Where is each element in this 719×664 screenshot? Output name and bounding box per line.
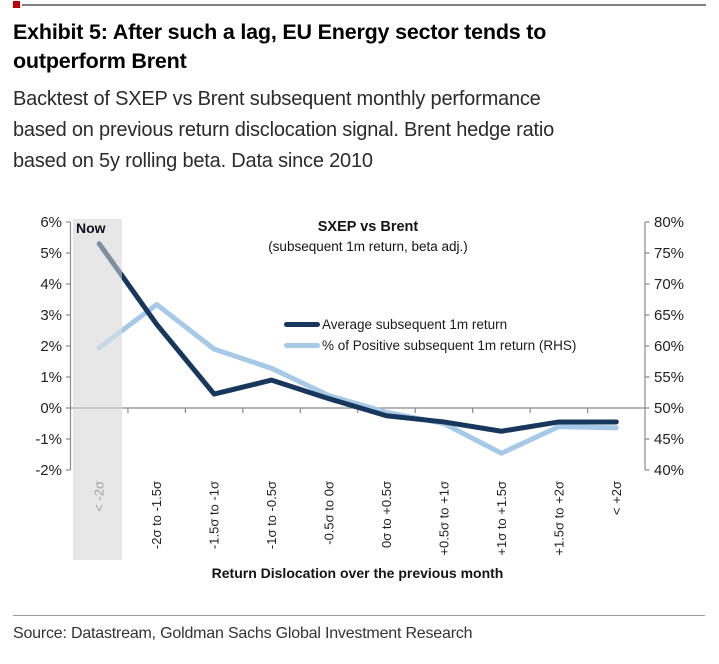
exhibit-subtitle-line2: based on previous return disclocation si…: [13, 119, 555, 141]
svg-text:50%: 50%: [654, 400, 684, 417]
exhibit-subtitle-line3: based on 5y rolling beta. Data since 201…: [13, 150, 373, 172]
svg-text:+0.5σ to +1σ: +0.5σ to +1σ: [436, 481, 451, 556]
svg-text:< -2σ: < -2σ: [92, 481, 107, 512]
svg-text:0%: 0%: [40, 400, 62, 417]
svg-text:-1σ to -0.5σ: -1σ to -0.5σ: [264, 481, 279, 549]
exhibit-title-line1: Exhibit 5: After such a lag, EU Energy s…: [13, 20, 547, 44]
chart-subtitle: (subsequent 1m return, beta adj.): [268, 239, 468, 254]
chart-legend: Average subsequent 1m return % of Positi…: [284, 314, 576, 356]
svg-text:75%: 75%: [654, 245, 684, 262]
svg-text:-2%: -2%: [35, 462, 62, 479]
svg-text:3%: 3%: [40, 307, 62, 324]
svg-text:60%: 60%: [654, 338, 684, 355]
legend-label-average-return: Average subsequent 1m return: [322, 317, 508, 332]
svg-text:0σ to +0.5σ: 0σ to +0.5σ: [379, 481, 394, 548]
svg-text:1%: 1%: [40, 369, 62, 386]
svg-text:40%: 40%: [654, 462, 684, 479]
svg-text:45%: 45%: [654, 431, 684, 448]
svg-text:6%: 6%: [40, 214, 62, 231]
legend-label-positive-return: % of Positive subsequent 1m return (RHS): [322, 338, 577, 353]
now-label: Now: [76, 220, 106, 236]
svg-text:80%: 80%: [654, 214, 684, 231]
exhibit-title-line2: outperform Brent: [13, 49, 187, 73]
svg-text:4%: 4%: [40, 276, 62, 293]
svg-text:-0.5σ to 0σ: -0.5σ to 0σ: [322, 481, 337, 545]
svg-text:-1.5σ to -1σ: -1.5σ to -1σ: [207, 481, 222, 549]
exhibit-subtitle-line1: Backtest of SXEP vs Brent subsequent mon…: [13, 88, 541, 110]
svg-text:+1.5σ to +2σ: +1.5σ to +2σ: [551, 481, 566, 556]
logo-fragment: [13, 1, 20, 8]
svg-text:65%: 65%: [654, 307, 684, 324]
exhibit-title: Exhibit 5: After such a lag, EU Energy s…: [13, 18, 703, 76]
svg-text:70%: 70%: [654, 276, 684, 293]
svg-text:55%: 55%: [654, 369, 684, 386]
source-note: Source: Datastream, Goldman Sachs Global…: [13, 625, 473, 642]
chart-title: SXEP vs Brent: [317, 219, 419, 235]
top-rule: [22, 4, 706, 6]
legend-swatch-average-return: [284, 322, 320, 327]
legend-swatch-positive-return: [284, 343, 320, 348]
svg-text:5%: 5%: [40, 245, 62, 262]
svg-text:-2σ to -1.5σ: -2σ to -1.5σ: [149, 481, 164, 549]
svg-text:2%: 2%: [40, 338, 62, 355]
svg-text:< +2σ: < +2σ: [609, 481, 624, 515]
legend-item-average-return: Average subsequent 1m return: [284, 314, 576, 335]
svg-text:-1%: -1%: [35, 431, 62, 448]
svg-text:+1σ to +1.5σ: +1σ to +1.5σ: [494, 481, 509, 556]
footer-divider: [13, 615, 705, 616]
legend-item-positive-return: % of Positive subsequent 1m return (RHS): [284, 335, 576, 356]
x-axis-title: Return Dislocation over the previous mon…: [211, 565, 504, 581]
exhibit-subtitle: Backtest of SXEP vs Brent subsequent mon…: [13, 84, 713, 177]
